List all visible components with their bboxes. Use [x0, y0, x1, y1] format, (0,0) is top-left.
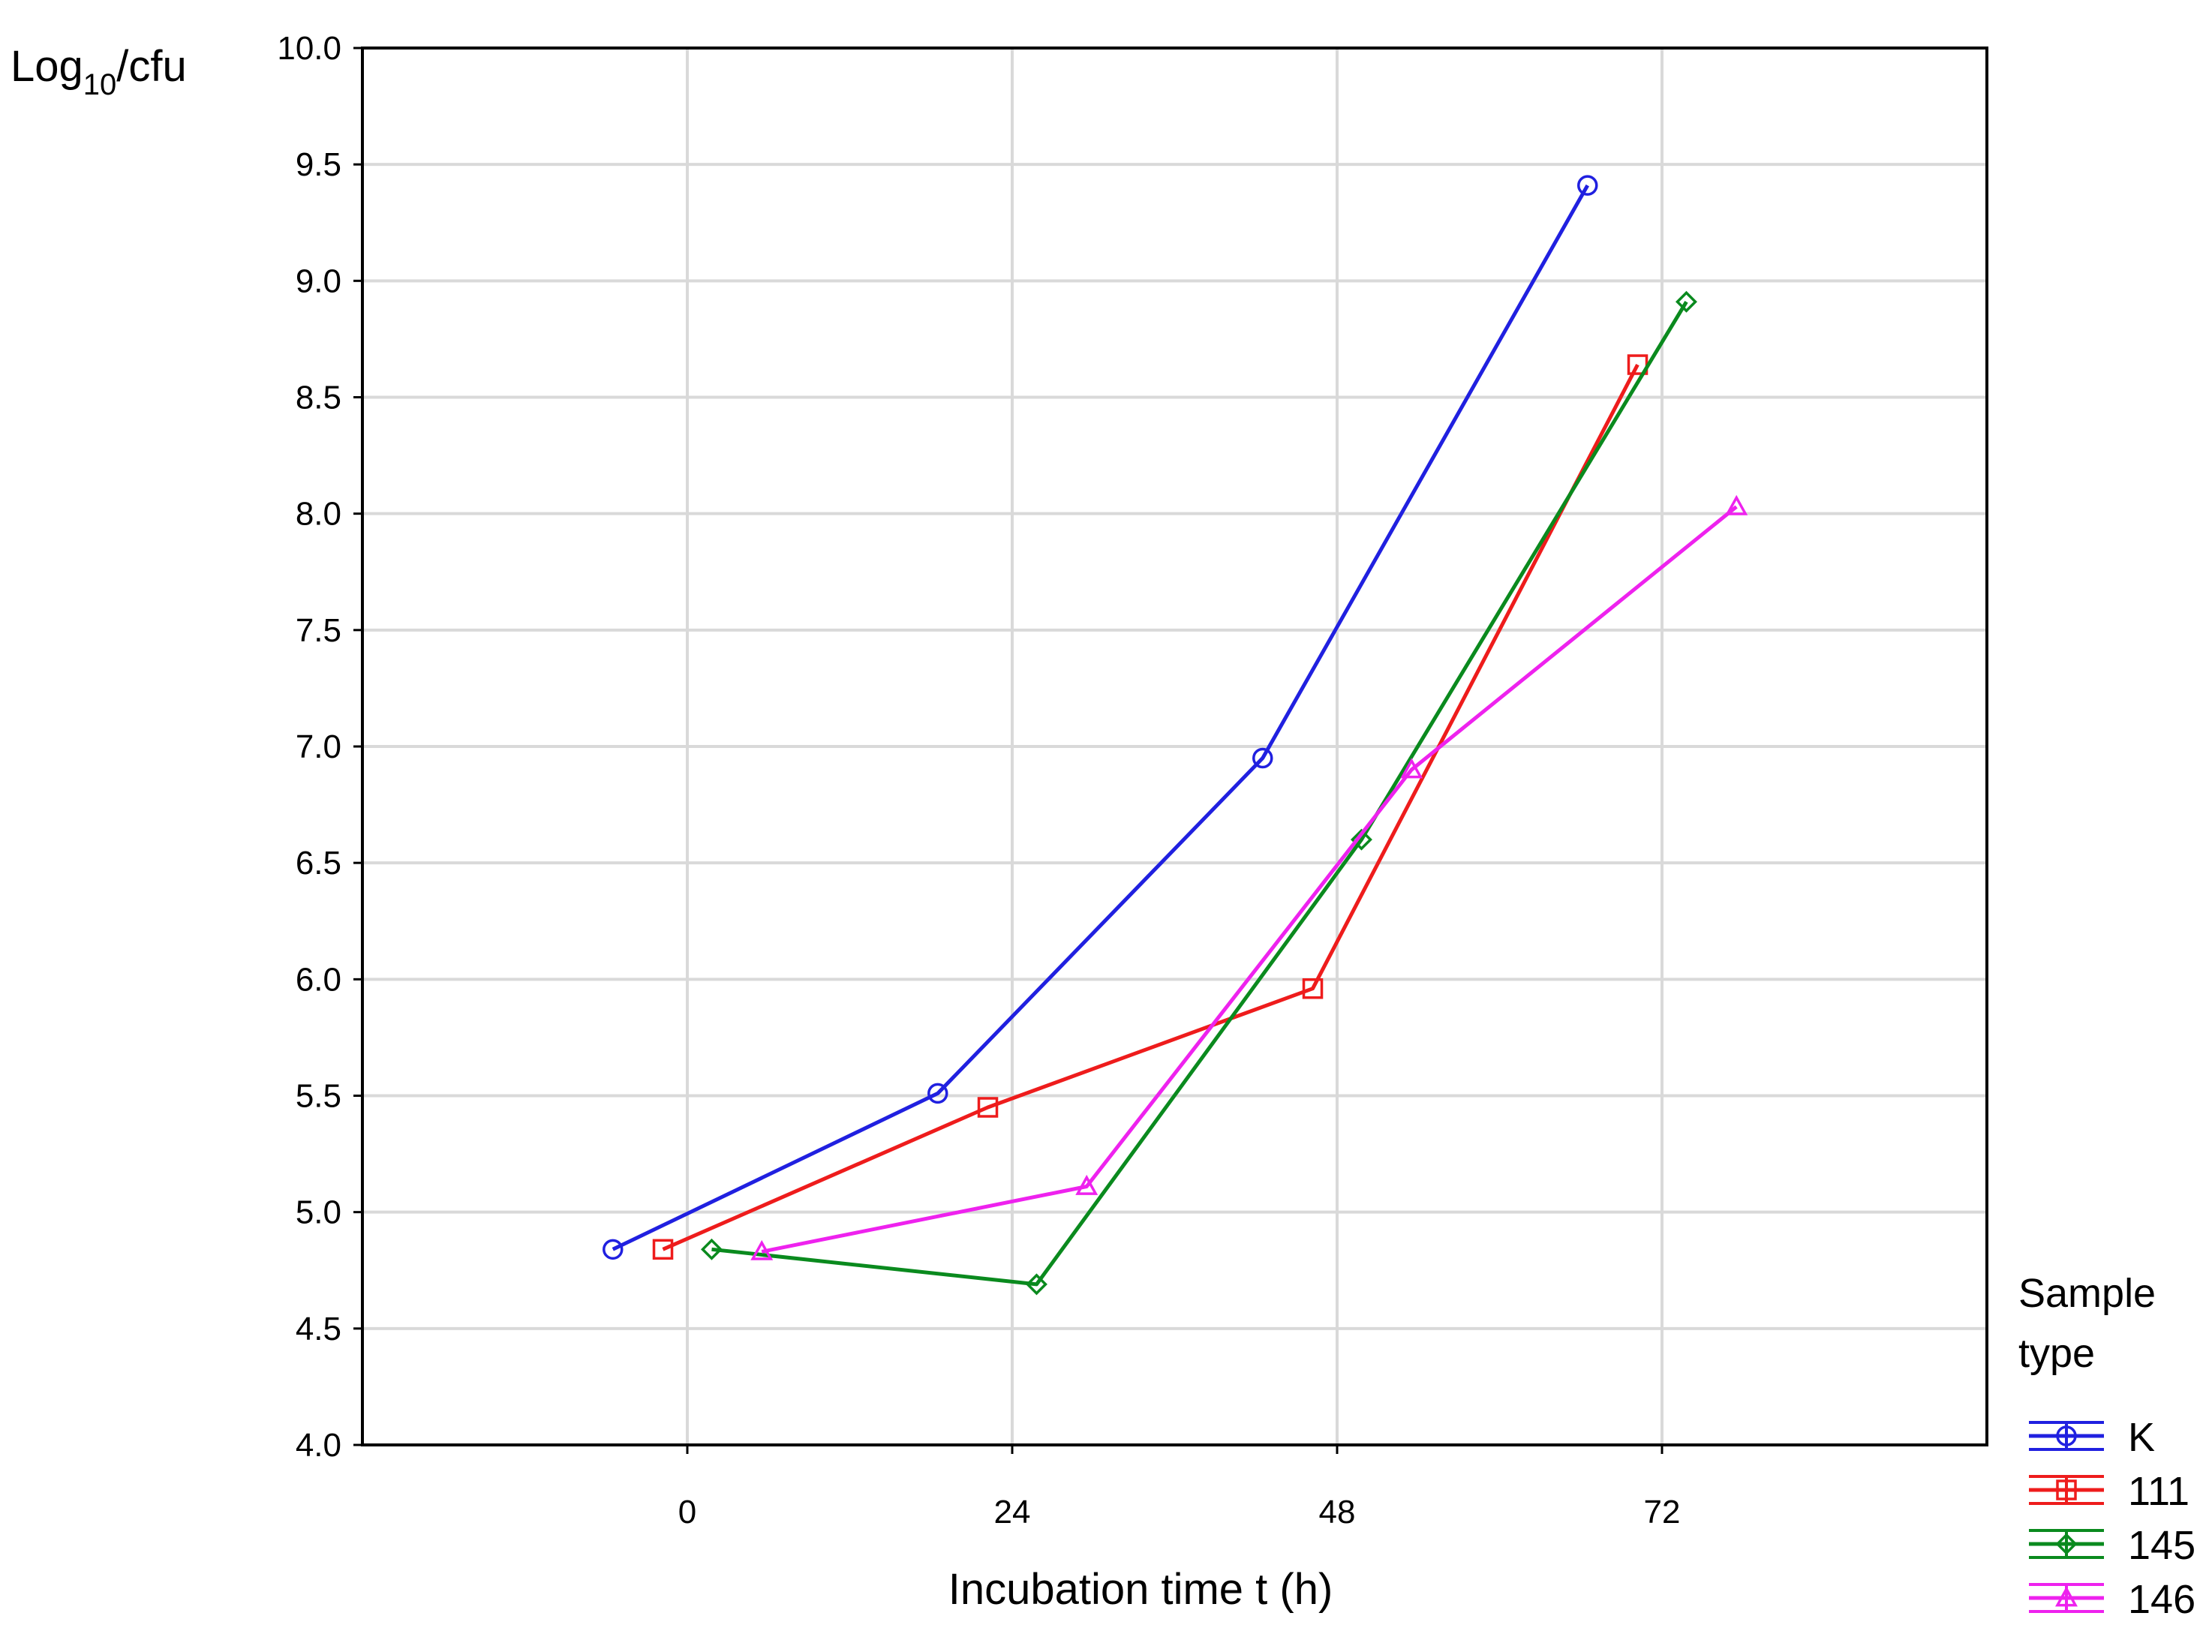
series-145-line [711, 301, 1688, 1287]
series-145-point [1026, 1273, 1047, 1296]
legend-title-line-1: Sample [2018, 1271, 2156, 1316]
series-k-line [612, 184, 1589, 1251]
legend-item-146: 146 [2029, 1577, 2195, 1622]
y-axis-label: Log10/cfu [11, 42, 187, 101]
y-tick-label: 7.0 [296, 728, 341, 765]
x-tick-label: 0 [678, 1494, 696, 1530]
series-111-point [652, 1239, 674, 1260]
x-axis-ticks: 0 24 48 72 [678, 1445, 1681, 1530]
series-145-point [1676, 290, 1697, 313]
series-111-line [662, 363, 1639, 1251]
series-146-point [750, 1239, 774, 1260]
y-axis-label-suffix: /cfu [116, 42, 187, 91]
series-146-line [761, 505, 1738, 1254]
y-tick-label: 6.0 [296, 961, 341, 998]
legend-items: K 111 145 146 [2029, 1415, 2195, 1622]
y-axis-label-prefix: Log [11, 42, 83, 91]
series-146-point [1400, 758, 1423, 779]
x-tick-label: 48 [1319, 1494, 1356, 1530]
legend-item-k-marker [2056, 1425, 2077, 1446]
legend-item-111-label: 111 [2128, 1469, 2189, 1514]
legend-item-146-label: 146 [2128, 1577, 2195, 1622]
legend-item-145: 145 [2029, 1523, 2195, 1568]
legend-item-146-marker [2055, 1586, 2078, 1607]
legend-item-k-label: K [2128, 1415, 2155, 1460]
y-tick-label: 5.5 [296, 1078, 341, 1115]
series-146 [750, 494, 1748, 1260]
y-axis-ticks: 4.0 4.5 5.0 5.5 6.0 6.5 7.0 7.5 8.0 8.5 9.0 9.5 10.0 [277, 30, 362, 1464]
y-tick-label: 9.0 [296, 263, 341, 299]
series-145 [701, 290, 1697, 1296]
x-tick-label: 24 [994, 1494, 1031, 1530]
series-111-point [1302, 978, 1324, 999]
legend-item-111-marker [2056, 1479, 2077, 1500]
y-axis-label-subscript: 10 [83, 68, 117, 101]
series-k-point [603, 1239, 624, 1260]
y-tick-label: 6.5 [296, 845, 341, 882]
legend-item-145-label: 145 [2128, 1523, 2195, 1568]
y-tick-label: 4.5 [296, 1311, 341, 1347]
series-k-point [1252, 747, 1273, 769]
y-tick-label: 4.0 [296, 1427, 341, 1464]
series-k-point [1577, 175, 1598, 196]
legend: Sample type K 111 145 146 [2018, 1271, 2195, 1622]
series-111 [652, 354, 1648, 1260]
x-axis-label: Incubation time t (h) [948, 1565, 1333, 1614]
y-tick-label: 7.5 [296, 612, 341, 649]
series-145-point [1351, 828, 1372, 851]
legend-item-145-marker [2055, 1533, 2078, 1555]
legend-item-k: K [2029, 1415, 2155, 1460]
series-145-point [701, 1238, 723, 1260]
series-k [603, 175, 1598, 1260]
series-146-point [1725, 494, 1748, 515]
series-146-point [1075, 1174, 1098, 1195]
series-layer [603, 175, 1748, 1296]
series-k-point [927, 1083, 948, 1104]
y-tick-label: 9.5 [296, 146, 341, 183]
y-tick-label: 10.0 [277, 30, 341, 67]
y-tick-label: 5.0 [296, 1194, 341, 1231]
y-tick-label: 8.5 [296, 380, 341, 416]
legend-title-line-2: type [2018, 1331, 2095, 1376]
series-111-point [977, 1097, 999, 1118]
grid-lines [362, 47, 1987, 1446]
x-tick-label: 72 [1644, 1494, 1681, 1530]
y-tick-label: 8.0 [296, 496, 341, 533]
legend-item-111: 111 [2029, 1469, 2189, 1514]
